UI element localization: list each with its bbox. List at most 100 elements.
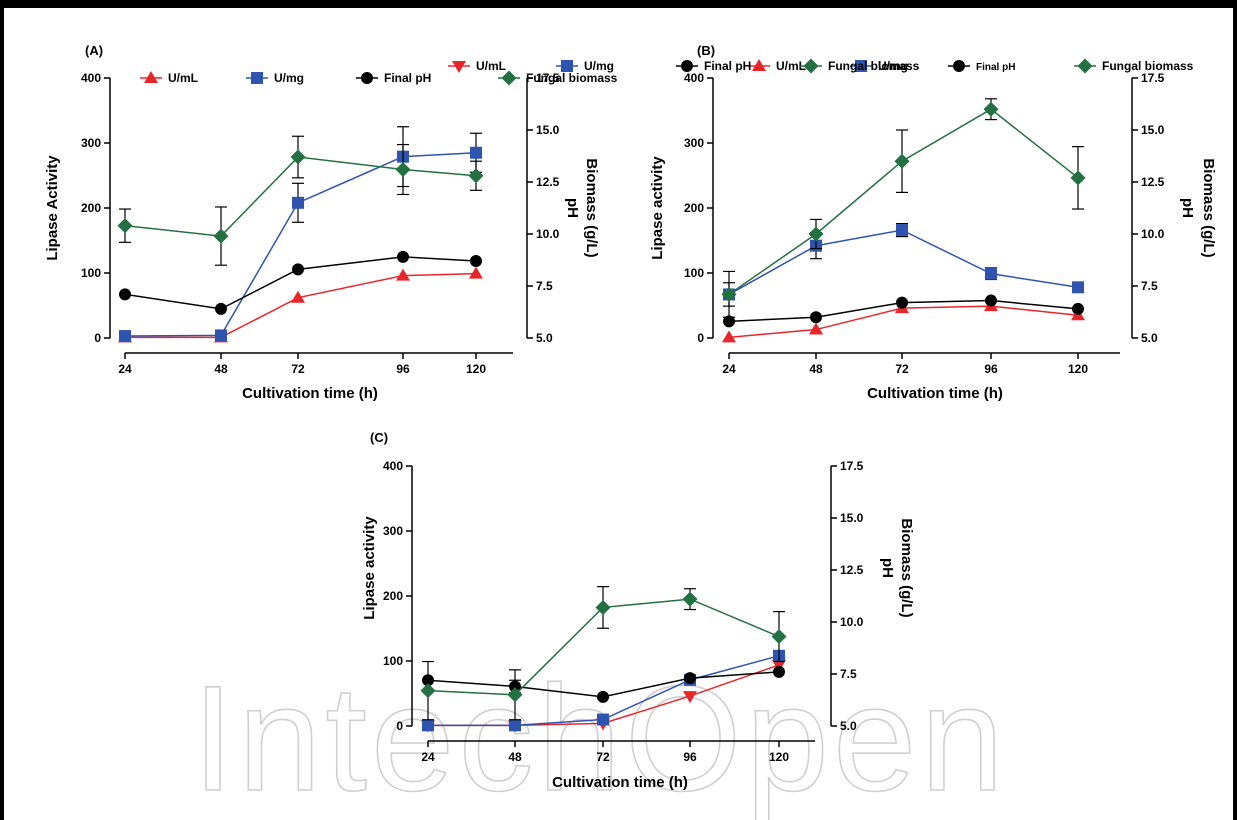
y-axis-label: Lipase activity: [649, 156, 666, 260]
y2-tick-label: 10.0: [1141, 227, 1165, 241]
y2-tick-label: 5.0: [840, 719, 857, 733]
y-tick-label: 0: [697, 331, 704, 345]
y-axis-label: Lipase Activity: [44, 155, 61, 261]
data-point-fungal-biomass: [1070, 170, 1086, 186]
y-tick-label: 300: [684, 136, 704, 150]
data-point-u-mg: [509, 719, 521, 732]
y2-tick-label: 7.5: [1141, 279, 1158, 293]
data-point-u-mg: [292, 196, 304, 209]
x-tick-label: 96: [683, 750, 697, 764]
data-point-u-ml: [772, 659, 786, 672]
x-tick-label: 24: [118, 362, 132, 376]
y2-tick-label: 7.5: [840, 667, 857, 681]
y-tick-label: 100: [684, 266, 704, 280]
x-tick-label: 96: [396, 362, 410, 376]
panel-label: (C): [370, 430, 388, 445]
x-tick-label: 120: [466, 362, 486, 376]
data-point-final-ph: [119, 288, 131, 301]
data-point-final-ph: [215, 302, 227, 315]
x-tick-label: 72: [291, 362, 305, 376]
x-axis-label: Cultivation time (h): [867, 385, 1003, 402]
y2-tick-label: 10.0: [536, 227, 560, 241]
y2-tick-label: 12.5: [1141, 175, 1165, 189]
series-line-u-mg: [728, 229, 1079, 296]
data-point-final-ph: [773, 665, 785, 678]
y-tick-label: 100: [383, 654, 403, 668]
chart-panel-b: (B) 0 100 200 300 400 5.0 7.5 10.0 12.5 15.0 17.5 24…: [649, 43, 1217, 402]
y2-axis-label-ph: pH: [879, 558, 896, 578]
data-point-u-mg: [1072, 281, 1084, 294]
chart-panel-c: (C) 0 100 200 300 400 5.0 7.5 10.0 12.5 15.0 17.5 24…: [361, 58, 920, 791]
data-point-u-ml: [722, 330, 736, 343]
y-tick-label: 400: [81, 71, 101, 85]
y2-axis-label-ph: pH: [1179, 198, 1196, 218]
y2-tick-label: 15.0: [536, 123, 560, 137]
legend-label-u-mg: U/mg: [584, 59, 614, 73]
data-point-u-ml: [291, 290, 305, 303]
data-point-fungal-biomass: [468, 168, 484, 184]
data-point-fungal-biomass: [290, 149, 306, 165]
data-point-u-mg: [896, 224, 908, 237]
x-tick-label: 120: [1068, 362, 1088, 376]
data-point-fungal-biomass: [808, 226, 824, 242]
y2-tick-label: 12.5: [840, 563, 864, 577]
legend-label-u-ml: U/mL: [476, 59, 506, 73]
x-tick-label: 48: [809, 362, 823, 376]
legend-label-fungal-biomass: Fungal biomass: [526, 71, 618, 85]
y2-tick-label: 17.5: [1141, 71, 1165, 85]
panel-label: (B): [697, 43, 715, 58]
legend-label-final-ph: Final pH: [704, 59, 751, 73]
data-point-u-mg: [422, 719, 434, 732]
data-point-fungal-biomass: [771, 629, 787, 645]
data-point-final-ph: [470, 255, 482, 268]
data-point-fungal-biomass: [420, 683, 436, 699]
data-point-final-ph: [1072, 302, 1084, 315]
x-tick-label: 24: [722, 362, 736, 376]
y-tick-label: 0: [396, 719, 403, 733]
x-axis-label: Cultivation time (h): [242, 385, 378, 402]
data-point-final-ph: [723, 315, 735, 328]
legend-label-fungal-biomass: Fungal biomass: [1102, 59, 1194, 73]
data-point-u-ml: [809, 322, 823, 335]
y2-tick-label: 10.0: [840, 615, 864, 629]
data-point-fungal-biomass: [595, 599, 611, 615]
legend-marker-u-mg: [561, 60, 573, 72]
legend-marker-u-mg: [251, 72, 263, 84]
y2-tick-label: 17.5: [840, 459, 864, 473]
legend-label-u-mg: U/mg: [274, 71, 304, 85]
y2-axis-label-ph: pH: [564, 198, 581, 218]
legend-marker-final-ph: [361, 72, 373, 84]
data-point-final-ph: [292, 263, 304, 276]
data-point-u-mg: [215, 329, 227, 342]
y-tick-label: 200: [684, 201, 704, 215]
legend-label-fungal-biomass: Fungal biomass: [828, 59, 920, 73]
y2-tick-label: 15.0: [1141, 123, 1165, 137]
y-tick-label: 400: [383, 459, 403, 473]
data-point-u-ml: [683, 691, 697, 704]
legend-marker-final-ph: [953, 60, 965, 72]
y2-tick-label: 5.0: [536, 331, 553, 345]
y-tick-label: 300: [383, 524, 403, 538]
data-point-fungal-biomass: [507, 687, 523, 703]
data-point-final-ph: [397, 250, 409, 263]
x-tick-label: 72: [596, 750, 610, 764]
legend-marker-fungal-biomass: [1077, 58, 1093, 74]
legend-label-u-ml: U/mL: [776, 59, 806, 73]
legend-marker-fungal-biomass: [803, 58, 819, 74]
y2-tick-label: 15.0: [840, 511, 864, 525]
legend-marker-u-ml: [452, 61, 466, 73]
chart-panel-a: (A) 0 100 200 300 400 5.0 7.5 10.0 12.5 15.0 17.5 24…: [44, 43, 618, 402]
data-point-final-ph: [810, 311, 822, 324]
data-point-fungal-biomass: [213, 228, 229, 244]
y2-axis-label-biomass: Biomass (g/L): [583, 158, 600, 257]
y2-tick-label: 17.5: [536, 71, 560, 85]
series-line-fungal-biomass: [124, 156, 477, 237]
data-point-final-ph: [684, 672, 696, 685]
data-point-u-mg: [470, 146, 482, 159]
data-point-fungal-biomass: [682, 591, 698, 607]
x-tick-label: 96: [984, 362, 998, 376]
legend-marker-u-mg: [855, 60, 867, 72]
data-point-u-ml: [469, 266, 483, 279]
data-point-u-ml: [396, 268, 410, 281]
